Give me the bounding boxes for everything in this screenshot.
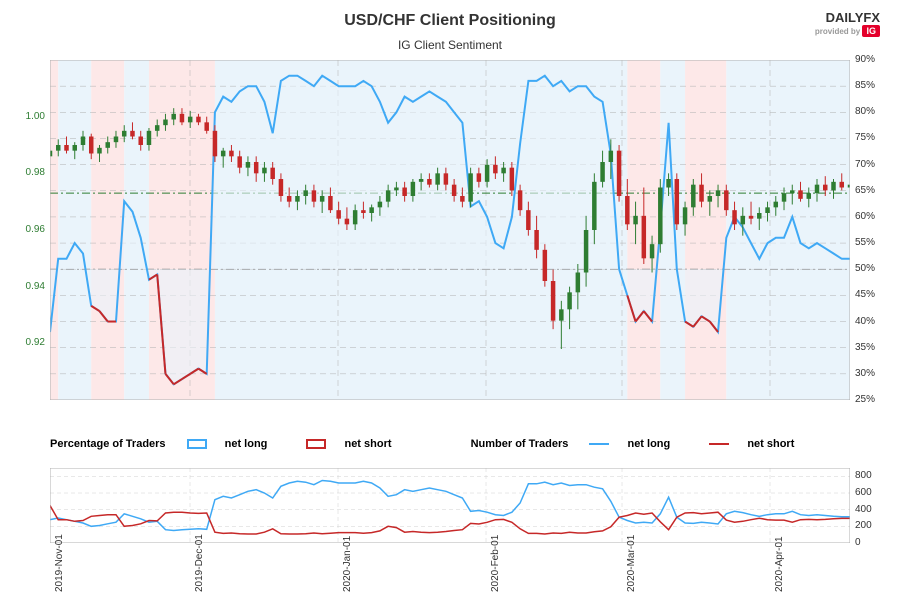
y-right-tick: 60% <box>855 211 895 222</box>
y-right-tick: 30% <box>855 368 895 379</box>
y-right-tick: 90% <box>855 54 895 65</box>
y-left-tick: 0.94 <box>5 281 45 292</box>
y-sec-tick: 0 <box>855 537 895 548</box>
y-left-tick: 0.92 <box>5 337 45 348</box>
chart-subtitle: IG Client Sentiment <box>0 38 900 52</box>
legend-box-long <box>187 439 207 449</box>
x-tick-label: 2019-Dec-01 <box>194 534 205 592</box>
chart-container: USD/CHF Client Positioning DAILYFX provi… <box>0 0 900 600</box>
secondary-chart <box>50 468 850 543</box>
x-tick-label: 2020-Jan-01 <box>342 536 353 592</box>
logo-badge: IG <box>862 25 880 37</box>
y-right-tick: 65% <box>855 185 895 196</box>
legend-row: Percentage of Traders net long net short… <box>50 438 850 450</box>
legend-long-label: net long <box>225 438 268 450</box>
y-right-tick: 70% <box>855 159 895 170</box>
y-sec-tick: 400 <box>855 504 895 515</box>
legend-short-label-2: net short <box>747 438 794 450</box>
legend-short-label: net short <box>344 438 391 450</box>
legend-long-label-2: net long <box>627 438 670 450</box>
y-right-tick: 40% <box>855 316 895 327</box>
y-right-tick: 80% <box>855 106 895 117</box>
y-left-tick: 0.98 <box>5 167 45 178</box>
x-tick-label: 2020-Apr-01 <box>774 536 785 592</box>
y-left-tick: 0.96 <box>5 224 45 235</box>
y-sec-tick: 600 <box>855 487 895 498</box>
y-right-tick: 55% <box>855 237 895 248</box>
y-left-tick: 1.00 <box>5 111 45 122</box>
x-axis: 2019-Nov-012019-Dec-012020-Jan-012020-Fe… <box>50 542 850 597</box>
y-right-tick: 25% <box>855 394 895 405</box>
legend-line-long <box>589 443 609 445</box>
y-sec-tick: 200 <box>855 520 895 531</box>
main-chart <box>50 60 850 400</box>
legend-num-label: Number of Traders <box>471 438 569 450</box>
logo-main: DAILYFX <box>815 10 880 25</box>
y-right-tick: 85% <box>855 80 895 91</box>
legend-box-short <box>306 439 326 449</box>
y-right-tick: 50% <box>855 263 895 274</box>
y-sec-tick: 800 <box>855 470 895 481</box>
x-tick-label: 2020-Feb-01 <box>490 535 501 592</box>
y-right-tick: 75% <box>855 132 895 143</box>
legend-pct-label: Percentage of Traders <box>50 438 166 450</box>
y-right-tick: 45% <box>855 289 895 300</box>
x-tick-label: 2020-Mar-01 <box>626 535 637 592</box>
x-tick-label: 2019-Nov-01 <box>54 534 65 592</box>
logo-sub: provided by <box>815 27 860 36</box>
legend-line-short <box>709 443 729 445</box>
y-right-tick: 35% <box>855 342 895 353</box>
chart-title: USD/CHF Client Positioning <box>0 0 900 30</box>
logo: DAILYFX provided by IG <box>815 10 880 37</box>
